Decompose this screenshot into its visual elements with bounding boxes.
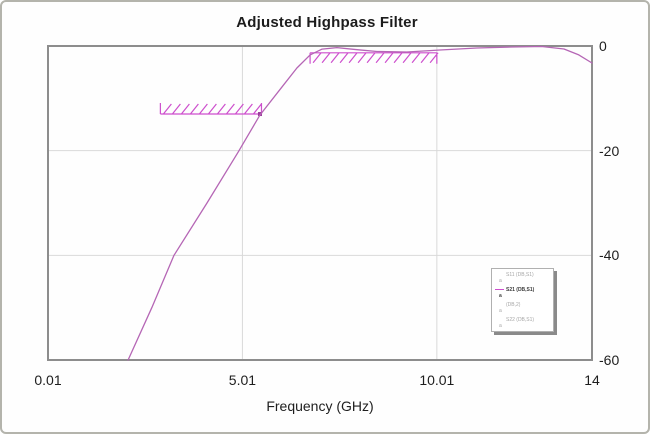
x-tick-label: 5.01 — [228, 372, 257, 388]
x-tick-label: 0.01 — [34, 372, 62, 388]
legend-item-label: (DB,2) — [506, 302, 521, 308]
goal-stopband-goal — [159, 103, 263, 115]
legend[interactable]: S11 (DB,S1) a S21 (DB,S1) a (DB,2) a S22 (DB,S… — [491, 268, 554, 332]
legend-item-sublabel: a — [499, 308, 502, 314]
legend-item[interactable]: S22 (DB,S1) a — [495, 317, 551, 329]
legend-item-sublabel: a — [499, 278, 502, 284]
legend-item-label: S22 (DB,S1) — [506, 317, 535, 323]
goal-passband-goal — [309, 52, 439, 64]
y-tick-label: -20 — [599, 142, 620, 159]
plot-frame — [47, 45, 593, 361]
y-tick-label: 0 — [599, 38, 607, 54]
x-axis-title: Frequency (GHz) — [266, 398, 374, 414]
legend-item-label: S21 (DB,S1) — [506, 287, 535, 293]
legend-item[interactable]: S21 (DB,S1) a — [495, 287, 551, 299]
trace-swatch-line — [495, 289, 504, 290]
chart-title: Adjusted Highpass Filter — [236, 14, 418, 31]
legend-item[interactable]: S11 (DB,S1) a — [495, 272, 551, 284]
legend-item-sublabel: a — [499, 323, 502, 329]
legend-item-label: S11 (DB,S1) — [506, 272, 534, 278]
x-tick-label: 14 — [584, 372, 600, 388]
legend-item-sublabel: a — [499, 293, 502, 299]
x-tick-label: 10.01 — [419, 372, 455, 388]
y-tick-label: -40 — [599, 247, 620, 264]
s21-trace — [127, 45, 593, 361]
legend-item[interactable]: (DB,2) a — [495, 302, 551, 314]
y-tick-label: -60 — [599, 352, 620, 368]
